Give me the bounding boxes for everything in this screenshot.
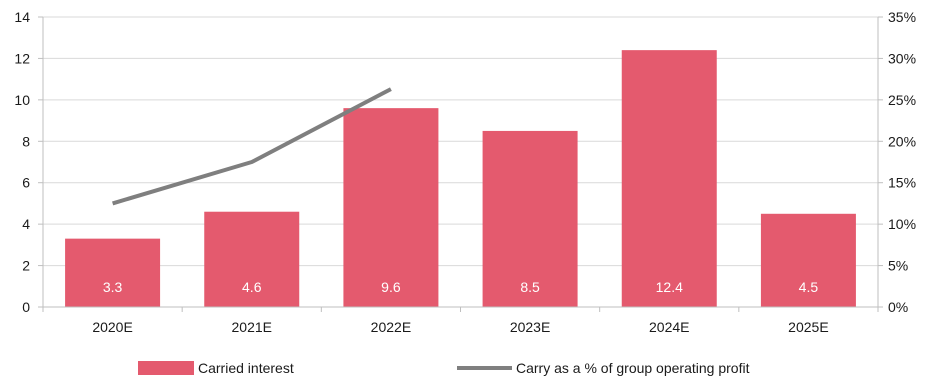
axes [38,16,883,312]
y-left-tick-label: 10 [14,92,30,108]
y-right-tick-label: 5% [888,258,908,274]
bar [65,238,161,307]
y-right-tick-label: 35% [888,9,916,25]
x-tick-label: 2024E [649,319,689,335]
bar-data-label: 4.5 [799,279,819,295]
y-left-tick-label: 4 [22,216,30,232]
legend-swatch-carried-interest [138,361,194,375]
y-right-tick-label: 15% [888,175,916,191]
bar [343,108,439,308]
bar-data-label: 8.5 [520,279,540,295]
y-right-tick-label: 0% [888,299,908,315]
bar-data-label: 12.4 [656,279,683,295]
bar-data-label: 3.3 [103,279,123,295]
y-left-tick-label: 2 [22,258,30,274]
legend-label-carried-interest: Carried interest [198,360,294,376]
line-series [112,87,392,206]
bar [204,211,300,307]
y-right-tick-label: 20% [888,133,916,149]
y-left-tick-label: 8 [22,133,30,149]
line-carry-pct [112,87,392,206]
bar [621,50,717,308]
x-tick-label: 2021E [232,319,272,335]
bar-data-label: 9.6 [381,279,401,295]
y-left-tick-label: 12 [14,50,30,66]
y-right-tick-label: 30% [888,50,916,66]
legend-label-carry-pct: Carry as a % of group operating profit [516,360,750,376]
bar [482,130,578,307]
x-tick-label: 2020E [92,319,132,335]
y-right-tick-label: 25% [888,92,916,108]
y-left-tick-label: 14 [14,9,30,25]
data-labels: 3.3 4.6 9.6 8.5 12.4 4.5 [103,279,819,295]
y-right-tick-label: 10% [888,216,916,232]
bar-data-label: 4.6 [242,279,262,295]
gridlines [43,16,878,267]
legend: Carried interest Carry as a % of group op… [138,360,750,376]
tick-labels: 0 2 4 6 8 10 12 14 0% 5% 10% 15% 20% 25% 30% 35% 2020E 20… [14,9,916,335]
x-tick-label: 2022E [371,319,411,335]
x-tick-label: 2023E [510,319,550,335]
y-left-tick-label: 6 [22,175,30,191]
bar [760,213,856,307]
x-tick-label: 2025E [788,319,828,335]
bars [65,50,856,308]
y-left-tick-label: 0 [22,299,30,315]
